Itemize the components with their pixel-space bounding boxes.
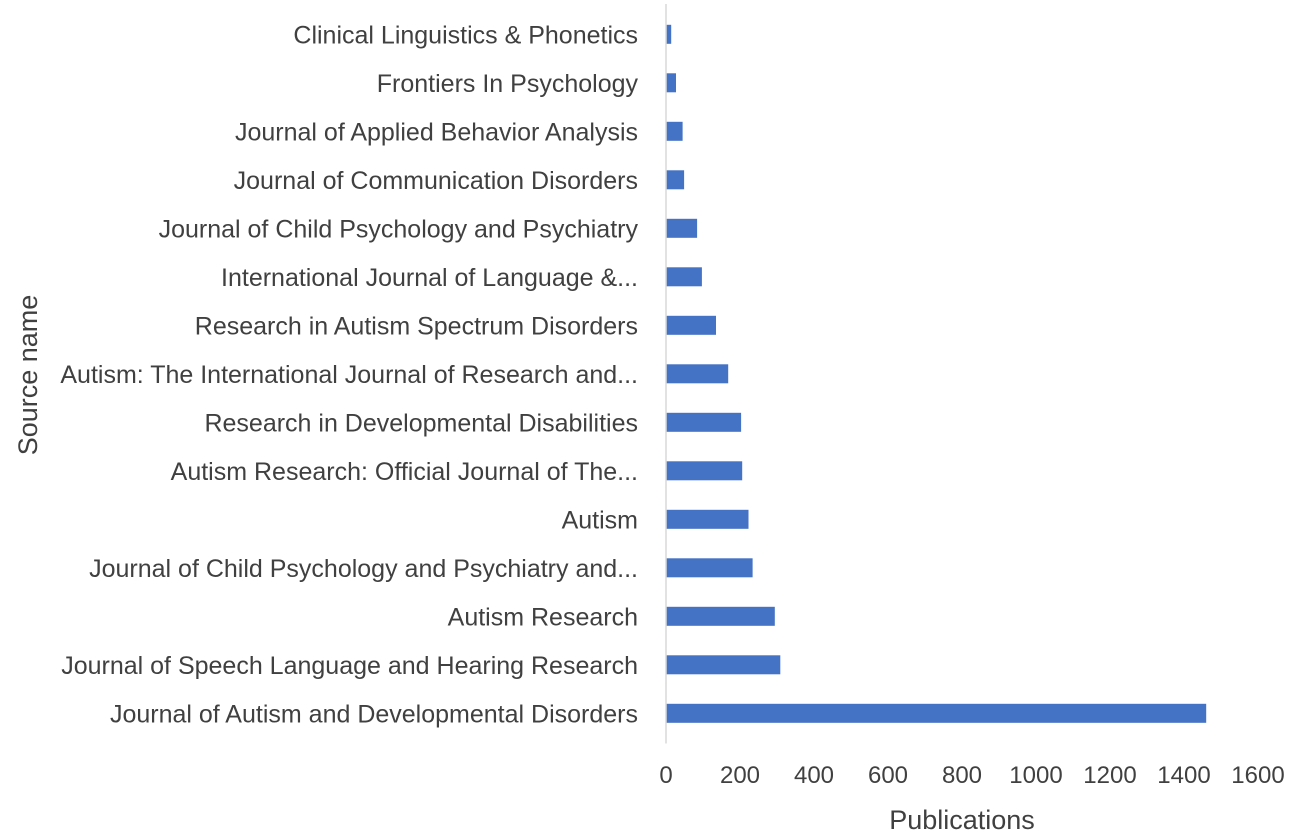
bar [666, 558, 753, 578]
x-tick-label: 1200 [1083, 762, 1136, 789]
x-tick-label: 600 [868, 762, 908, 789]
category-label: Clinical Linguistics & Phonetics [293, 21, 638, 49]
bar [666, 170, 685, 190]
category-label: Autism Research: Official Journal of The… [171, 458, 638, 486]
bars-group [666, 24, 1207, 723]
x-tick-label: 800 [942, 762, 982, 789]
x-axis-title: Publications [889, 805, 1035, 835]
category-label: Research in Autism Spectrum Disorders [195, 312, 638, 340]
y-axis-title: Source name [13, 295, 43, 456]
x-tick-label: 200 [720, 762, 760, 789]
bar [666, 73, 676, 93]
category-label: Research in Developmental Disabilities [204, 409, 638, 437]
bar [666, 24, 672, 44]
bar [666, 703, 1207, 723]
category-label: Journal of Child Psychology and Psychiat… [89, 555, 638, 583]
bar [666, 606, 775, 626]
bar [666, 412, 742, 432]
category-label: Journal of Child Psychology and Psychiat… [159, 215, 639, 243]
bar [666, 121, 683, 141]
bar [666, 509, 749, 529]
category-label: Journal of Speech Language and Hearing R… [61, 652, 638, 680]
x-tick-labels-group: 0 200 400 600 800 1000 1200 1400 1600 [659, 762, 1284, 789]
bar [666, 655, 781, 675]
x-tick-label: 400 [794, 762, 834, 789]
category-labels-group: Clinical Linguistics & Phonetics Frontier… [60, 21, 638, 728]
bar [666, 218, 698, 238]
bar [666, 364, 729, 384]
category-label: Autism [562, 506, 638, 534]
x-tick-label: 1000 [1009, 762, 1062, 789]
category-label: Journal of Communication Disorders [234, 167, 638, 195]
category-label: Autism: The International Journal of Res… [60, 361, 638, 389]
category-label: Frontiers In Psychology [377, 70, 639, 98]
bar [666, 315, 716, 335]
category-label: Journal of Applied Behavior Analysis [235, 118, 638, 146]
category-label: Journal of Autism and Developmental Diso… [110, 700, 638, 728]
x-tick-label: 1600 [1231, 762, 1284, 789]
x-tick-label: 1400 [1157, 762, 1210, 789]
bar [666, 267, 702, 287]
x-tick-label: 0 [659, 762, 672, 789]
category-label: Autism Research [448, 603, 638, 631]
bar [666, 461, 743, 481]
category-label: International Journal of Language &... [221, 264, 638, 292]
